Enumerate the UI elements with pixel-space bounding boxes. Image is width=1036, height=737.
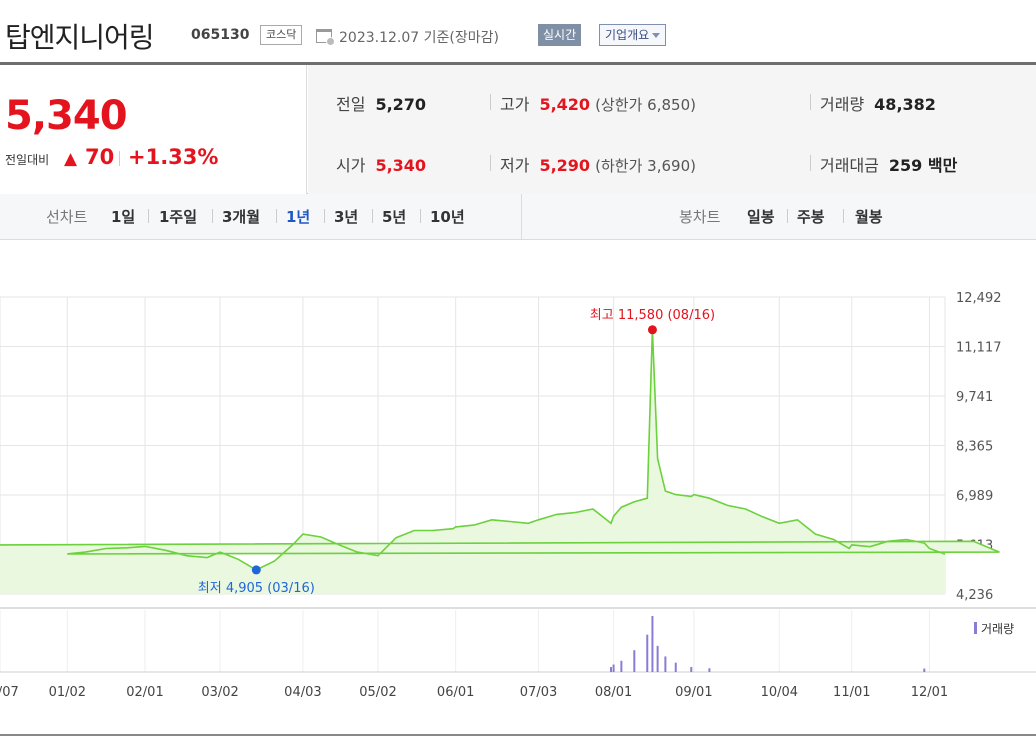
lower-limit: (하한가 3,690) [595,157,696,175]
company-info-dropdown[interactable]: 기업개요 [599,24,667,46]
up-arrow-icon: ▲ [64,149,78,169]
y-tick-label: 12,492 [956,291,1002,306]
price-summary: 5,340 전일대비 ▲ 70 +1.33% 전일 5,270 고가 5,420 (… [0,62,1036,194]
stat-open: 시가 5,340 [336,152,426,176]
stat-label: 거래대금 [820,156,879,175]
y-tick-label: 4,236 [956,588,993,603]
divider [372,209,373,223]
stat-value: 5,290 [539,156,591,175]
y-tick-label: 9,741 [956,390,993,405]
stock-code: 065130 [191,27,250,43]
x-tick-label: 11/01 [833,685,870,700]
x-tick-label: 12/01 [911,685,948,700]
chevron-down-icon [652,33,661,42]
x-tick-label: 10/04 [761,685,798,700]
x-tick-label: 09/01 [675,685,712,700]
divider [276,209,277,223]
upper-limit: (상한가 6,850) [595,96,696,114]
change-label: 전일대비 [5,153,50,167]
x-tick-label: 05/02 [359,685,396,700]
divider [119,151,120,166]
stat-low: 저가 5,290 (하한가 3,690) [500,152,696,176]
divider [787,209,788,223]
x-tick-label: 07/03 [520,685,557,700]
price-chart-svg: 12,49211,1179,7418,3656,9895,6134,23612/… [0,291,1036,736]
candle-tab-monthly[interactable]: 월봉 [855,208,883,226]
divider [324,209,325,223]
stat-high: 고가 5,420 (상한가 6,850) [500,91,696,115]
x-tick-label: 03/02 [201,685,238,700]
stat-value: 5,340 [375,156,427,175]
divider [420,209,421,223]
current-price: 5,340 [5,93,128,139]
line-chart-label: 선차트 [46,208,88,226]
x-tick-label: 12/07 [0,685,19,700]
divider [810,155,811,171]
candle-tab-daily[interactable]: 일봉 [747,208,775,226]
divider [843,209,844,223]
price-stats: 전일 5,270 고가 5,420 (상한가 6,850) 거래량 48,382 시가… [308,65,1036,194]
page-header: 탑엔지니어링 065130 코스닥 2023.12.07 기준(장마감) 실시간… [0,0,1036,62]
x-tick-label: 01/02 [49,685,86,700]
divider [212,209,213,223]
period-tab-3m[interactable]: 3개월 [222,208,261,226]
chart-toolbar: 선차트 1일 1주일 3개월 1년 3년 5년 10년 봉차트 일봉 주봉 월봉 [0,194,1036,240]
stat-label: 전일 [336,95,366,114]
price-chart[interactable]: 12,49211,1179,7418,3656,9895,6134,23612/… [0,240,1036,737]
calendar-icon [316,29,335,46]
stat-volume: 거래량 48,382 [820,91,936,115]
divider [148,209,149,223]
x-tick-label: 04/03 [284,685,321,700]
price-area [0,329,1000,594]
divider [490,155,491,171]
low-marker [251,565,261,575]
stat-label: 시가 [336,156,366,175]
current-price-box: 5,340 전일대비 ▲ 70 +1.33% [0,65,307,194]
stat-label: 거래량 [820,95,865,114]
x-tick-label: 06/01 [437,685,474,700]
stat-label: 저가 [500,156,530,175]
market-badge: 코스닥 [260,25,303,45]
period-tab-3y[interactable]: 3년 [334,208,359,226]
price-series-line [0,329,1000,571]
company-name: 탑엔지니어링 [5,21,155,54]
x-tick-label: 02/01 [126,685,163,700]
period-tab-1w[interactable]: 1주일 [159,208,198,226]
high-label: 최고 11,580 (08/16) [590,308,715,323]
stat-value: 5,420 [539,95,591,114]
x-tick-label: 08/01 [595,685,632,700]
low-label: 최저 4,905 (03/16) [198,581,315,596]
stat-amount: 거래대금 259 백만 [820,152,957,176]
y-tick-label: 8,365 [956,439,993,454]
realtime-button[interactable]: 실시간 [538,24,582,46]
high-marker [647,325,657,335]
y-tick-label: 6,989 [956,489,993,504]
toolbar-divider [521,194,522,240]
stat-value: 259 백만 [888,156,958,175]
change-percent: +1.33% [128,145,219,169]
change-value: 70 [85,145,115,169]
stat-value: 48,382 [874,95,936,114]
base-date: 2023.12.07 기준(장마감) [339,30,499,46]
period-tab-1y[interactable]: 1년 [286,208,311,226]
divider [490,94,491,110]
volume-legend-label: 거래량 [981,622,1014,636]
y-tick-label: 11,117 [956,340,1002,355]
period-tab-5y[interactable]: 5년 [382,208,407,226]
stat-value: 5,270 [375,95,427,114]
divider [810,94,811,110]
stat-prev-close: 전일 5,270 [336,91,426,115]
candle-tab-weekly[interactable]: 주봉 [797,208,825,226]
stat-label: 고가 [500,95,530,114]
volume-legend-swatch [974,622,977,634]
company-info-label: 기업개요 [605,28,650,42]
period-tab-1d[interactable]: 1일 [111,208,136,226]
candle-chart-label: 봉차트 [679,208,721,226]
period-tab-10y[interactable]: 10년 [430,208,465,226]
